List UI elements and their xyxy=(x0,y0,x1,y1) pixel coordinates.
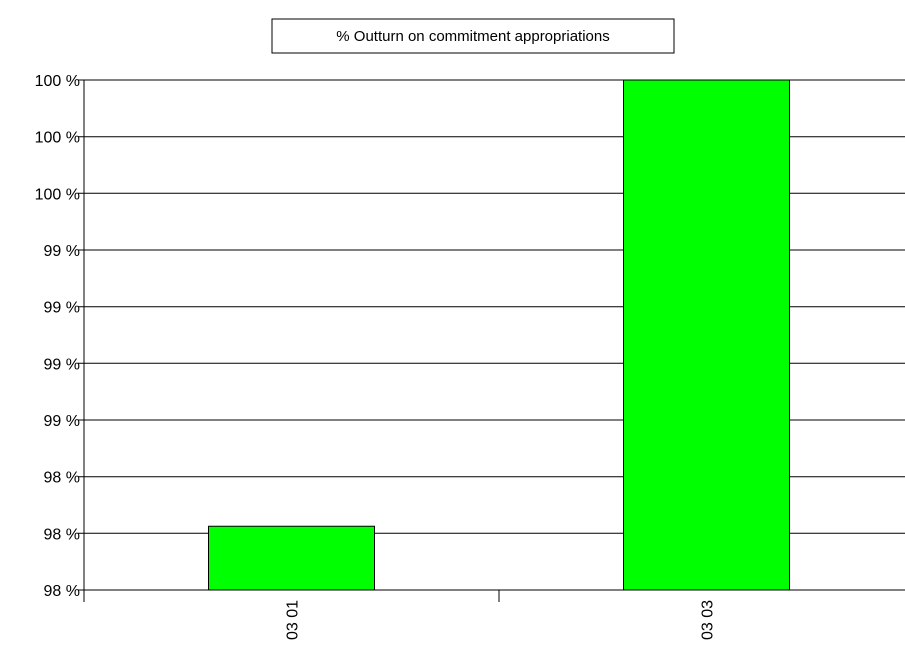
y-tick-label: 100 % xyxy=(35,186,80,203)
y-tick-label: 100 % xyxy=(35,130,80,147)
y-tick-label: 99 % xyxy=(44,243,80,260)
y-axis-ticks: 98 % 98 % 98 % 99 % 99 % 99 % 99 % 100 % 100 % 10… xyxy=(35,73,84,600)
bar-03-01 xyxy=(208,525,375,591)
bars xyxy=(208,79,790,591)
y-tick-label: 98 % xyxy=(44,583,80,600)
x-axis-ticks: 03 01 03 03 xyxy=(83,590,717,640)
bar-03-03 xyxy=(623,79,790,591)
axes xyxy=(83,80,905,591)
y-tick-label: 98 % xyxy=(44,526,80,543)
y-tick-label: 99 % xyxy=(44,413,80,430)
legend-label: % Outturn on commitment appropriations xyxy=(336,28,609,45)
x-tick-label: 03 03 xyxy=(700,600,717,640)
y-tick-label: 98 % xyxy=(44,470,80,487)
y-tick-label: 99 % xyxy=(44,356,80,373)
y-tick-label: 100 % xyxy=(35,73,80,90)
legend-box xyxy=(271,18,675,54)
x-tick-label: 03 01 xyxy=(285,600,302,640)
y-tick-label: 99 % xyxy=(44,300,80,317)
legend: % Outturn on commitment appropriations xyxy=(271,18,675,54)
